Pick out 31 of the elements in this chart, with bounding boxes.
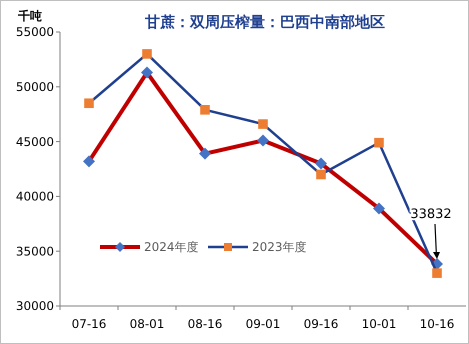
x-tick-label: 09-01 [246,317,280,331]
point [142,49,152,59]
point [257,134,269,147]
y-tick-label: 40000 [16,190,54,204]
x-tick-label: 08-16 [188,317,222,331]
x-tick-label: 09-16 [304,317,338,331]
point [200,105,210,115]
x-tick-label: 07-16 [72,317,106,331]
x-tick-label: 08-01 [130,317,164,331]
point [373,202,385,214]
x-tick-label: 10-16 [420,317,454,331]
chart-title: 甘蔗：双周压榨量：巴西中南部地区 [144,13,385,31]
point [199,148,211,160]
point [316,170,326,180]
point [141,66,153,79]
point [432,268,442,278]
point [315,158,327,170]
y-tick-label: 35000 [16,244,54,258]
legend-label: 2024年度 [144,240,199,254]
point [258,119,268,129]
legend-label: 2023年度 [252,240,307,254]
point [83,155,95,168]
x-tick-label: 10-01 [362,317,396,331]
y-tick-label: 30000 [16,299,54,314]
annotation: 33832 [410,207,452,222]
y-tick-label: 55000 [16,25,54,40]
y-tick-label: 45000 [16,134,54,149]
point [84,98,94,108]
point [374,138,384,148]
y-tick-label: 50000 [16,80,54,94]
y-axis-title: 千吨 [17,9,42,23]
